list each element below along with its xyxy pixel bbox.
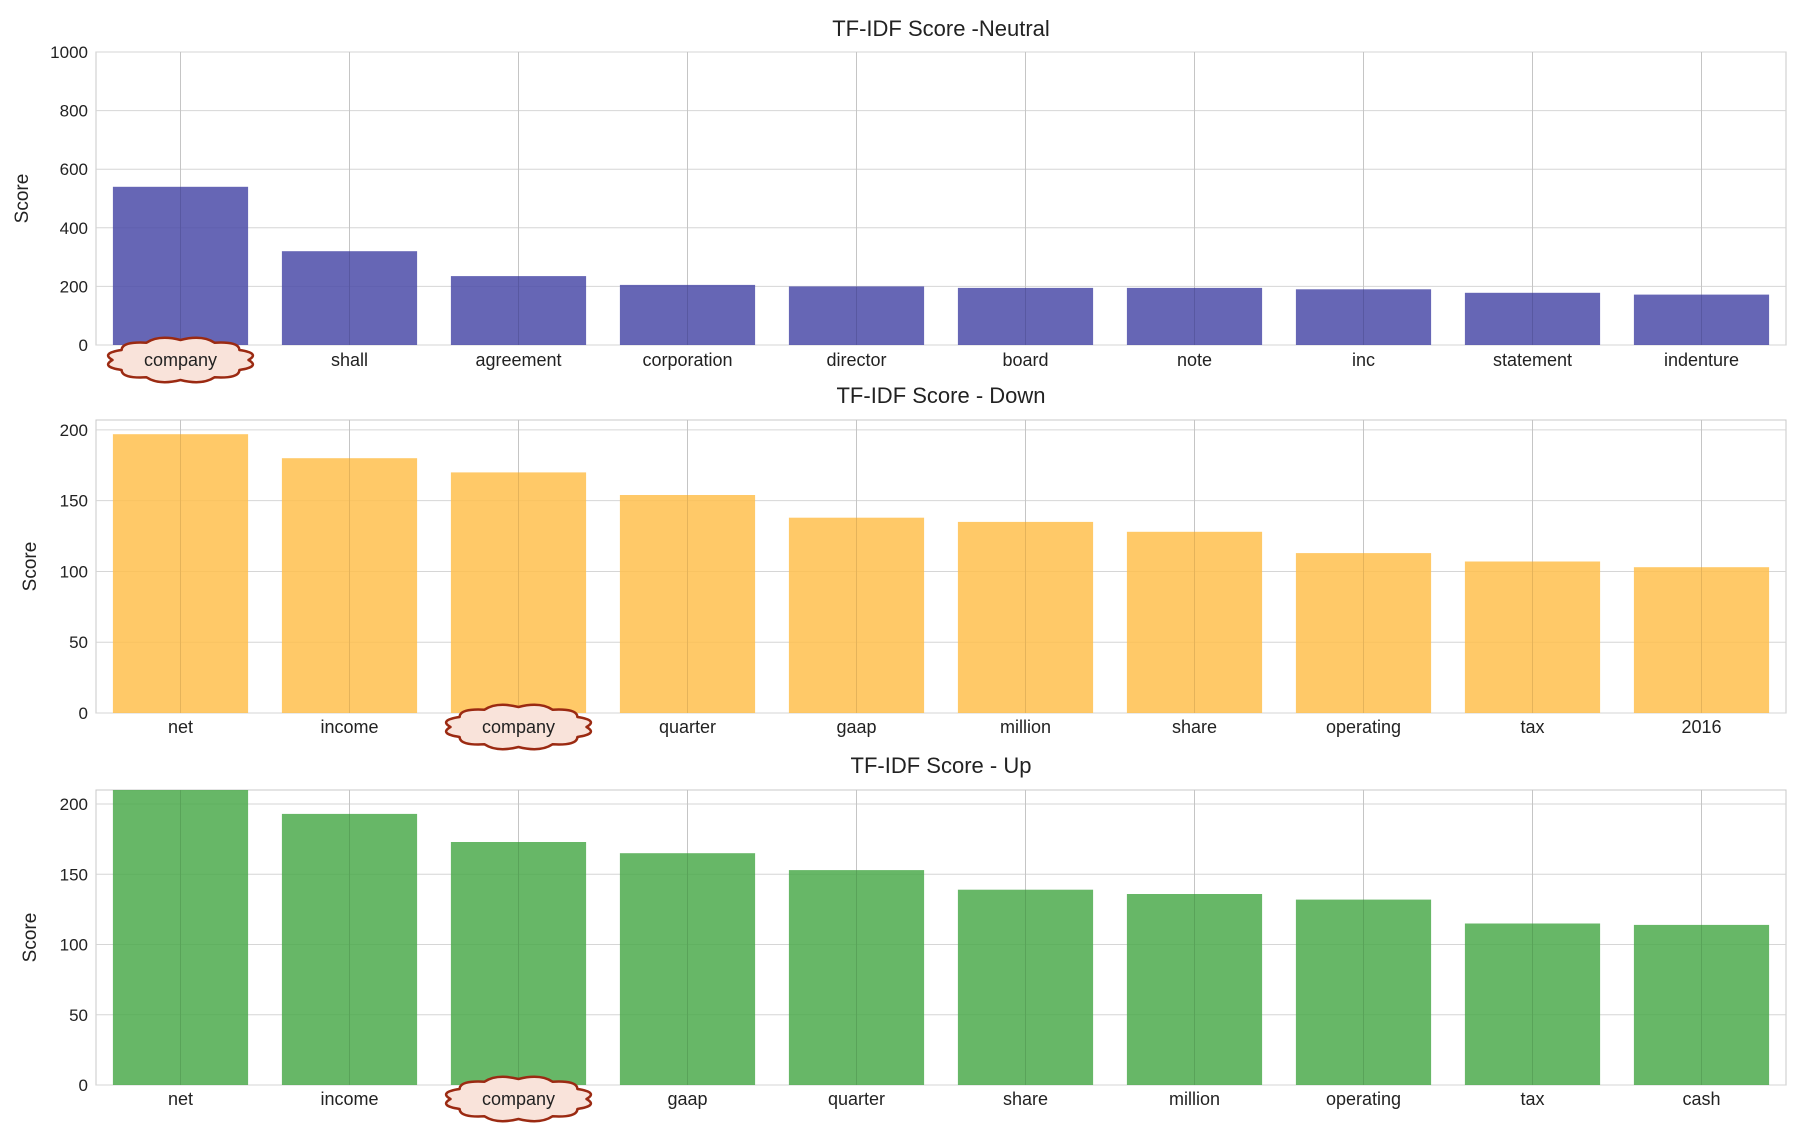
highlight-cloud [444,1075,593,1123]
chart-title: TF-IDF Score -Neutral [832,16,1050,41]
bar-operating [1295,553,1432,713]
x-tick-label: indenture [1664,350,1739,370]
y-tick-label: 100 [60,936,88,955]
x-tick-label: gaap [836,717,876,737]
chart-panel-2: 0 50 100 150 200 net income company quarter gaap m… [20,383,1787,751]
y-axis-label: Score [20,542,41,592]
x-tick-label: quarter [828,1089,885,1109]
bar-gaap [788,517,925,713]
x-tick-label: 2016 [1681,717,1721,737]
y-tick-label: 100 [60,562,88,581]
highlight-cloud [106,336,255,384]
bar-shall [281,251,418,345]
x-tick-label: shall [331,350,368,370]
y-tick-label: 0 [79,336,88,355]
bar-operating [1295,899,1432,1085]
y-tick-label: 400 [60,219,88,238]
x-tick-label: company [482,1089,555,1109]
y-tick-label: 200 [60,421,88,440]
bar-director [788,286,925,345]
y-axis-label: Score [12,174,33,224]
bar-income [281,813,418,1085]
bar-cash [1633,924,1770,1085]
x-tick-label: cash [1682,1089,1720,1109]
bar-quarter [788,870,925,1085]
x-tick-label: income [320,717,378,737]
x-tick-label: million [1000,717,1051,737]
x-tick-label: tax [1520,1089,1544,1109]
y-tick-label: 150 [60,865,88,884]
y-axis-label: Score [20,913,41,963]
y-tick-label: 150 [60,492,88,511]
bar-statement [1464,292,1601,345]
y-tick-label: 200 [60,277,88,296]
bar-tax [1464,923,1601,1085]
bar-inc [1295,289,1432,345]
bar-corporation [619,284,756,345]
chart-panel-3: 0 50 100 150 200 net income company gaap quarter s… [20,753,1787,1123]
x-tick-label: statement [1493,350,1572,370]
bar-million [1126,894,1263,1085]
y-tick-label: 200 [60,795,88,814]
bar-gaap [619,853,756,1085]
bar-2016 [1633,567,1770,713]
bar-net [112,790,249,1085]
x-tick-label: corporation [642,350,732,370]
x-tick-label: gaap [667,1089,707,1109]
chart-title: TF-IDF Score - Up [851,753,1032,778]
x-tick-label: net [168,717,193,737]
y-tick-label: 600 [60,160,88,179]
y-tick-label: 800 [60,102,88,121]
bar-indenture [1633,294,1770,345]
bar-board [957,287,1094,345]
bar-quarter [619,495,756,713]
x-tick-label: board [1002,350,1048,370]
bar-income [281,458,418,713]
bar-share [957,889,1094,1085]
x-tick-label: inc [1352,350,1375,370]
x-tick-label: note [1177,350,1212,370]
x-tick-label: share [1003,1089,1048,1109]
bar-agreement [450,276,587,345]
x-tick-label: agreement [475,350,561,370]
bar-share [1126,531,1263,713]
x-tick-label: net [168,1089,193,1109]
bar-million [957,521,1094,713]
x-tick-label: company [144,350,217,370]
x-tick-label: director [826,350,886,370]
x-tick-label: operating [1326,1089,1401,1109]
x-tick-label: operating [1326,717,1401,737]
x-tick-label: quarter [659,717,716,737]
bar-company [112,186,249,345]
bar-company [450,842,587,1085]
bar-tax [1464,561,1601,713]
bar-note [1126,287,1263,345]
y-tick-label: 0 [79,1076,88,1095]
x-tick-label: tax [1520,717,1544,737]
bar-company [450,472,587,713]
x-tick-label: share [1172,717,1217,737]
chart-panel-1: 0 200 400 600 800 1000 company shall agreement co… [12,16,1787,384]
highlight-cloud [444,703,593,751]
y-tick-label: 1000 [50,43,88,62]
y-tick-label: 0 [79,704,88,723]
x-tick-label: company [482,717,555,737]
bar-net [112,434,249,713]
y-tick-label: 50 [69,1006,88,1025]
x-tick-label: million [1169,1089,1220,1109]
x-tick-label: income [320,1089,378,1109]
y-tick-label: 50 [69,633,88,652]
chart-title: TF-IDF Score - Down [836,383,1045,408]
